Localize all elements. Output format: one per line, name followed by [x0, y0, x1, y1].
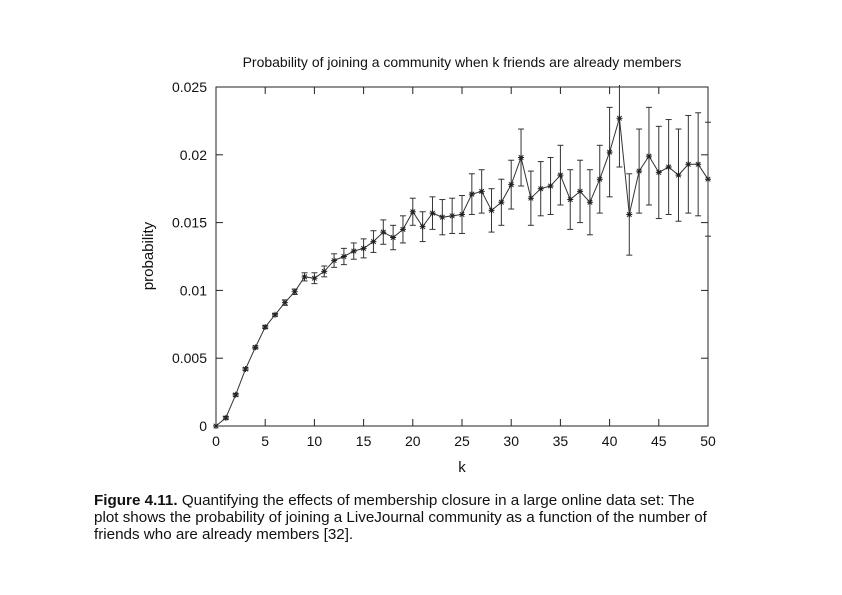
data-point: [232, 391, 239, 398]
x-tick-label: 0: [212, 433, 220, 449]
data-point: [665, 164, 672, 171]
data-point: [468, 191, 475, 198]
caption-label: Figure 4.11.: [94, 492, 178, 509]
data-point: [222, 414, 229, 421]
caption-line-1: Quantifying the effects of membership cl…: [181, 492, 695, 509]
data-point: [459, 211, 465, 218]
y-tick-label: 0.02: [180, 147, 207, 163]
x-axis-label: k: [458, 459, 466, 476]
y-tick-label: 0: [199, 418, 207, 434]
y-tick-label: 0.005: [172, 350, 207, 366]
data-point: [586, 199, 593, 206]
data-point: [557, 172, 564, 179]
data-point: [685, 161, 692, 168]
data-point: [360, 245, 367, 252]
x-tick-label: 50: [700, 433, 716, 449]
x-tick-label: 35: [553, 433, 569, 449]
data-point: [252, 344, 259, 351]
series-line: [215, 118, 709, 427]
data-point: [321, 268, 328, 275]
data-point: [262, 324, 269, 331]
data-point: [518, 154, 525, 161]
data-point: [419, 223, 426, 230]
x-axis: 0 5 10 15 20 25 30 35 40 45 50: [212, 87, 716, 449]
data-point: [705, 176, 711, 183]
data-point: [498, 199, 505, 206]
x-tick-label: 45: [651, 433, 667, 449]
x-tick-label: 25: [454, 433, 470, 449]
x-tick-label: 15: [356, 433, 372, 449]
caption-line-2: plot shows the probability of joining a …: [94, 509, 707, 526]
data-point: [331, 257, 338, 264]
data-point: [508, 181, 515, 188]
data-point: [370, 238, 377, 245]
y-axis: 0 0.005 0.01 0.015 0.02 0.025: [172, 79, 708, 434]
data-point: [606, 149, 613, 156]
data-point: [655, 169, 662, 176]
data-point: [547, 182, 554, 189]
plot-frame: [215, 86, 709, 427]
data-point: [636, 168, 643, 175]
data-point: [409, 208, 416, 215]
figure-caption: Figure 4.11. Quantifying the effects of …: [94, 492, 794, 543]
data-point: [645, 153, 652, 160]
data-point: [311, 275, 318, 282]
data-point: [242, 366, 249, 373]
caption-line-3: friends who are already members [32].: [94, 526, 354, 543]
x-tick-label: 30: [503, 433, 519, 449]
data-point: [281, 299, 288, 306]
data-point: [213, 423, 219, 429]
data-point: [291, 288, 298, 295]
data-point: [439, 214, 446, 221]
chart-title: Probability of joining a community when …: [243, 54, 682, 70]
data-point: [567, 196, 574, 203]
y-axis-label: probability: [140, 221, 157, 290]
data-point: [616, 115, 623, 122]
error-bars: [222, 85, 711, 420]
data-point: [390, 234, 397, 241]
data-point: [340, 253, 347, 260]
chart: Probability of joining a community when …: [140, 54, 716, 476]
y-tick-label: 0.025: [172, 79, 207, 95]
data-point: [596, 176, 603, 183]
data-point: [537, 185, 544, 192]
data-point: [527, 195, 534, 202]
data-point: [429, 210, 436, 217]
data-point: [626, 211, 633, 218]
data-point: [449, 212, 456, 219]
data-point: [301, 273, 308, 280]
x-tick-label: 20: [405, 433, 421, 449]
x-tick-label: 40: [602, 433, 618, 449]
data-point: [478, 188, 485, 195]
data-point: [380, 229, 387, 236]
data-point: [272, 311, 279, 318]
data-point: [488, 207, 495, 214]
y-tick-label: 0.01: [180, 282, 207, 298]
data-point: [350, 248, 357, 255]
x-tick-label: 10: [307, 433, 323, 449]
data-point: [695, 161, 702, 168]
data-point: [675, 172, 682, 179]
y-tick-label: 0.015: [172, 215, 207, 231]
data-markers: [213, 115, 711, 429]
data-point: [577, 188, 584, 195]
data-point: [399, 226, 406, 233]
x-tick-label: 5: [261, 433, 269, 449]
